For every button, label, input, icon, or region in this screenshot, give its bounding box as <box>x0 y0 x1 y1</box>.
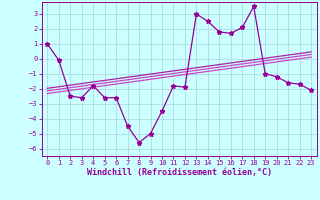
X-axis label: Windchill (Refroidissement éolien,°C): Windchill (Refroidissement éolien,°C) <box>87 168 272 177</box>
